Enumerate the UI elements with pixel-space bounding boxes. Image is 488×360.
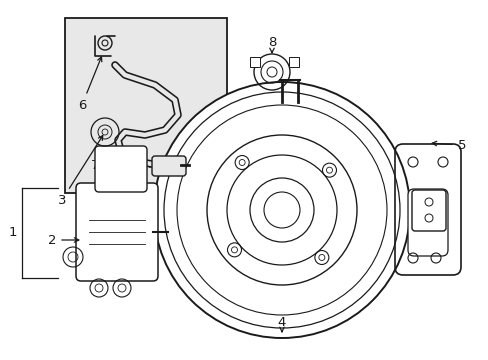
- Text: 1: 1: [9, 226, 17, 239]
- Text: 2: 2: [48, 234, 79, 247]
- FancyBboxPatch shape: [95, 146, 147, 192]
- FancyBboxPatch shape: [76, 183, 158, 281]
- Bar: [249, 57, 260, 67]
- Text: 6: 6: [78, 57, 102, 112]
- FancyBboxPatch shape: [407, 189, 447, 256]
- FancyBboxPatch shape: [411, 190, 445, 231]
- Circle shape: [154, 82, 409, 338]
- FancyBboxPatch shape: [394, 144, 460, 275]
- Bar: [65, 18, 226, 193]
- Text: 4: 4: [277, 315, 285, 332]
- Text: 5: 5: [431, 139, 465, 152]
- Text: 7: 7: [91, 158, 154, 171]
- Text: 3: 3: [58, 135, 102, 207]
- Bar: [288, 57, 298, 67]
- Text: 8: 8: [267, 36, 276, 53]
- FancyBboxPatch shape: [152, 156, 185, 176]
